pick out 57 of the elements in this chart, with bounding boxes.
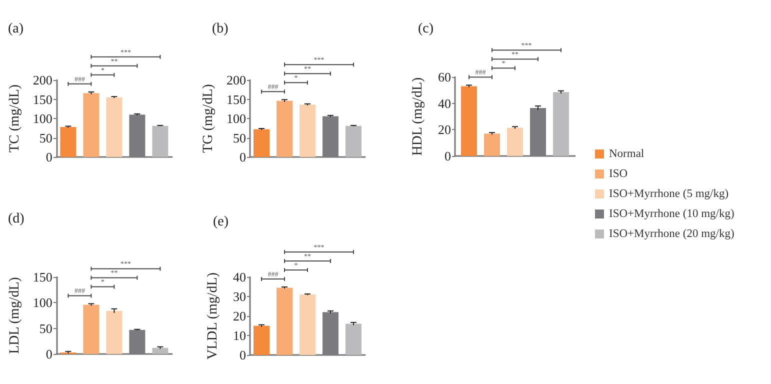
y-axis-title: HDL (mg/dL) [410,76,426,156]
legend-label: Normal [609,148,644,160]
bar [346,126,362,157]
y-tick-label: 200 [226,72,246,88]
chart-title: (d) [8,212,25,226]
chart-title: (e) [213,214,229,230]
bar [507,128,523,156]
y-tick-label: 200 [32,72,52,88]
y-tick-label: 0 [240,150,246,164]
y-tick-label: 100 [32,111,52,126]
y-axis-title: VLDL (mg/dL) [206,272,220,360]
y-axis-title: TC (mg/dL) [8,84,22,153]
bar [83,93,100,157]
y-tick-label: 0 [46,346,52,362]
y-tick-label: 60 [438,70,451,84]
y-axis-title: TG (mg/dL) [201,84,216,153]
bar [276,100,292,157]
y-tick-label: 40 [233,270,246,284]
bar [300,104,316,157]
bar [254,129,270,157]
y-tick-label: 150 [226,92,246,107]
y-tick-label: 0 [46,150,52,164]
bar [461,86,477,156]
y-tick-label: 50 [233,130,246,146]
legend-label: ISO [609,168,628,180]
legend-label: ISO+Myrrhone (20 mg/kg) [609,228,734,240]
bar [83,304,100,354]
chart-title: (a) [8,22,24,36]
y-tick-label: 0 [444,148,451,164]
y-tick-label: 20 [438,122,451,138]
bar [106,310,122,354]
y-tick-label: 30 [233,289,246,304]
bar [106,97,122,157]
bar [152,126,168,157]
y-tick-label: 50 [39,320,52,336]
legend-label: ISO+Myrrhone (10 mg/kg) [609,208,734,220]
bar [484,134,500,156]
bar [553,92,569,156]
bar [346,324,362,355]
chart-title: (c) [418,22,434,36]
y-tick-label: 0 [240,348,246,362]
chart-title: (b) [212,22,229,36]
y-axis-title: LDL (mg/dL) [8,276,22,354]
y-tick-label: 50 [39,130,52,146]
legend-label: ISO+Myrrhone (5 mg/kg) [609,188,729,200]
y-tick-label: 150 [32,270,52,284]
y-tick-label: 150 [32,92,52,107]
y-tick-label: 10 [233,328,246,343]
y-tick-label: 40 [438,96,451,111]
bar [276,288,292,355]
bar [300,294,316,355]
y-tick-label: 100 [226,111,246,126]
y-tick-label: 100 [32,295,52,310]
bar [152,348,168,354]
bar [254,326,270,355]
bar [60,126,76,157]
y-tick-label: 20 [233,308,246,324]
